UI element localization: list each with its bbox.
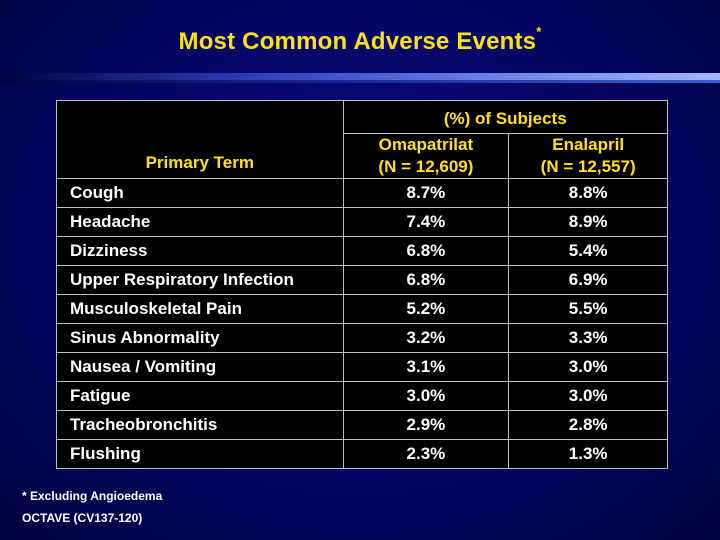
row-enalapril-value: 3.3%: [508, 323, 668, 353]
table-row: Nausea / Vomiting 3.1% 3.0%: [56, 352, 668, 382]
row-omapatrilat-value: 6.8%: [342, 265, 510, 295]
row-omapatrilat-value: 5.2%: [342, 294, 510, 324]
row-enalapril-value: 3.0%: [508, 381, 668, 411]
row-enalapril-value: 1.3%: [508, 439, 668, 469]
row-term: Fatigue: [56, 381, 344, 411]
title-underline-bar: [0, 73, 720, 83]
primary-term-header: Primary Term: [56, 100, 344, 179]
row-term: Cough: [56, 178, 344, 208]
slide-title-text: Most Common Adverse Events: [178, 28, 537, 55]
title-footnote-marker: *: [536, 24, 542, 39]
row-omapatrilat-value: 3.0%: [342, 381, 510, 411]
row-enalapril-value: 5.5%: [508, 294, 668, 324]
row-enalapril-value: 6.9%: [508, 265, 668, 295]
table-row: Upper Respiratory Infection 6.8% 6.9%: [56, 265, 668, 295]
row-enalapril-value: 3.0%: [508, 352, 668, 382]
arm-header-omapatrilat: Omapatrilat (N = 12,609): [342, 133, 510, 179]
table-row: Cough 8.7% 8.8%: [56, 178, 668, 208]
row-term: Dizziness: [56, 236, 344, 266]
slide-title: Most Common Adverse Events*: [0, 24, 720, 56]
row-term: Nausea / Vomiting: [56, 352, 344, 382]
arm-n: (N = 12,557): [540, 157, 636, 176]
row-omapatrilat-value: 3.2%: [342, 323, 510, 353]
row-enalapril-value: 8.9%: [508, 207, 668, 237]
table-row: Fatigue 3.0% 3.0%: [56, 381, 668, 411]
row-omapatrilat-value: 2.9%: [342, 410, 510, 440]
row-omapatrilat-value: 2.3%: [342, 439, 510, 469]
table-row: Musculoskeletal Pain 5.2% 5.5%: [56, 294, 668, 324]
footnote-angioedema: * Excluding Angioedema: [22, 489, 163, 503]
row-omapatrilat-value: 7.4%: [342, 207, 510, 237]
row-term: Flushing: [56, 439, 344, 469]
row-term: Musculoskeletal Pain: [56, 294, 344, 324]
title-underline-bar-secondary: [0, 80, 720, 83]
arm-n: (N = 12,609): [378, 157, 474, 176]
footnote-study: OCTAVE (CV137-120): [22, 511, 143, 525]
row-omapatrilat-value: 3.1%: [342, 352, 510, 382]
arm-name: Enalapril: [552, 135, 625, 154]
table-header-row-group: Primary Term (%) of Subjects: [56, 100, 669, 179]
row-omapatrilat-value: 8.7%: [342, 178, 510, 208]
row-term: Tracheobronchitis: [56, 410, 344, 440]
table-row: Flushing 2.3% 1.3%: [56, 439, 668, 469]
row-enalapril-value: 8.8%: [508, 178, 668, 208]
table-row: Tracheobronchitis 2.9% 2.8%: [56, 410, 668, 440]
row-term: Sinus Abnormality: [56, 323, 344, 353]
table-row: Sinus Abnormality 3.2% 3.3%: [56, 323, 668, 353]
table-row: Dizziness 6.8% 5.4%: [56, 236, 668, 266]
arm-header-enalapril: Enalapril (N = 12,557): [508, 133, 668, 179]
row-enalapril-value: 5.4%: [508, 236, 668, 266]
subjects-group-header: (%) of Subjects: [342, 100, 669, 134]
row-term: Headache: [56, 207, 344, 237]
table-row: Headache 7.4% 8.9%: [56, 207, 668, 237]
row-term: Upper Respiratory Infection: [56, 265, 344, 295]
row-enalapril-value: 2.8%: [508, 410, 668, 440]
row-omapatrilat-value: 6.8%: [342, 236, 510, 266]
adverse-events-table: Primary Term (%) of Subjects Omapatrilat…: [56, 100, 669, 469]
table-header-row-arms: Omapatrilat (N = 12,609) Enalapril (N = …: [57, 133, 668, 179]
arm-name: Omapatrilat: [378, 135, 474, 154]
